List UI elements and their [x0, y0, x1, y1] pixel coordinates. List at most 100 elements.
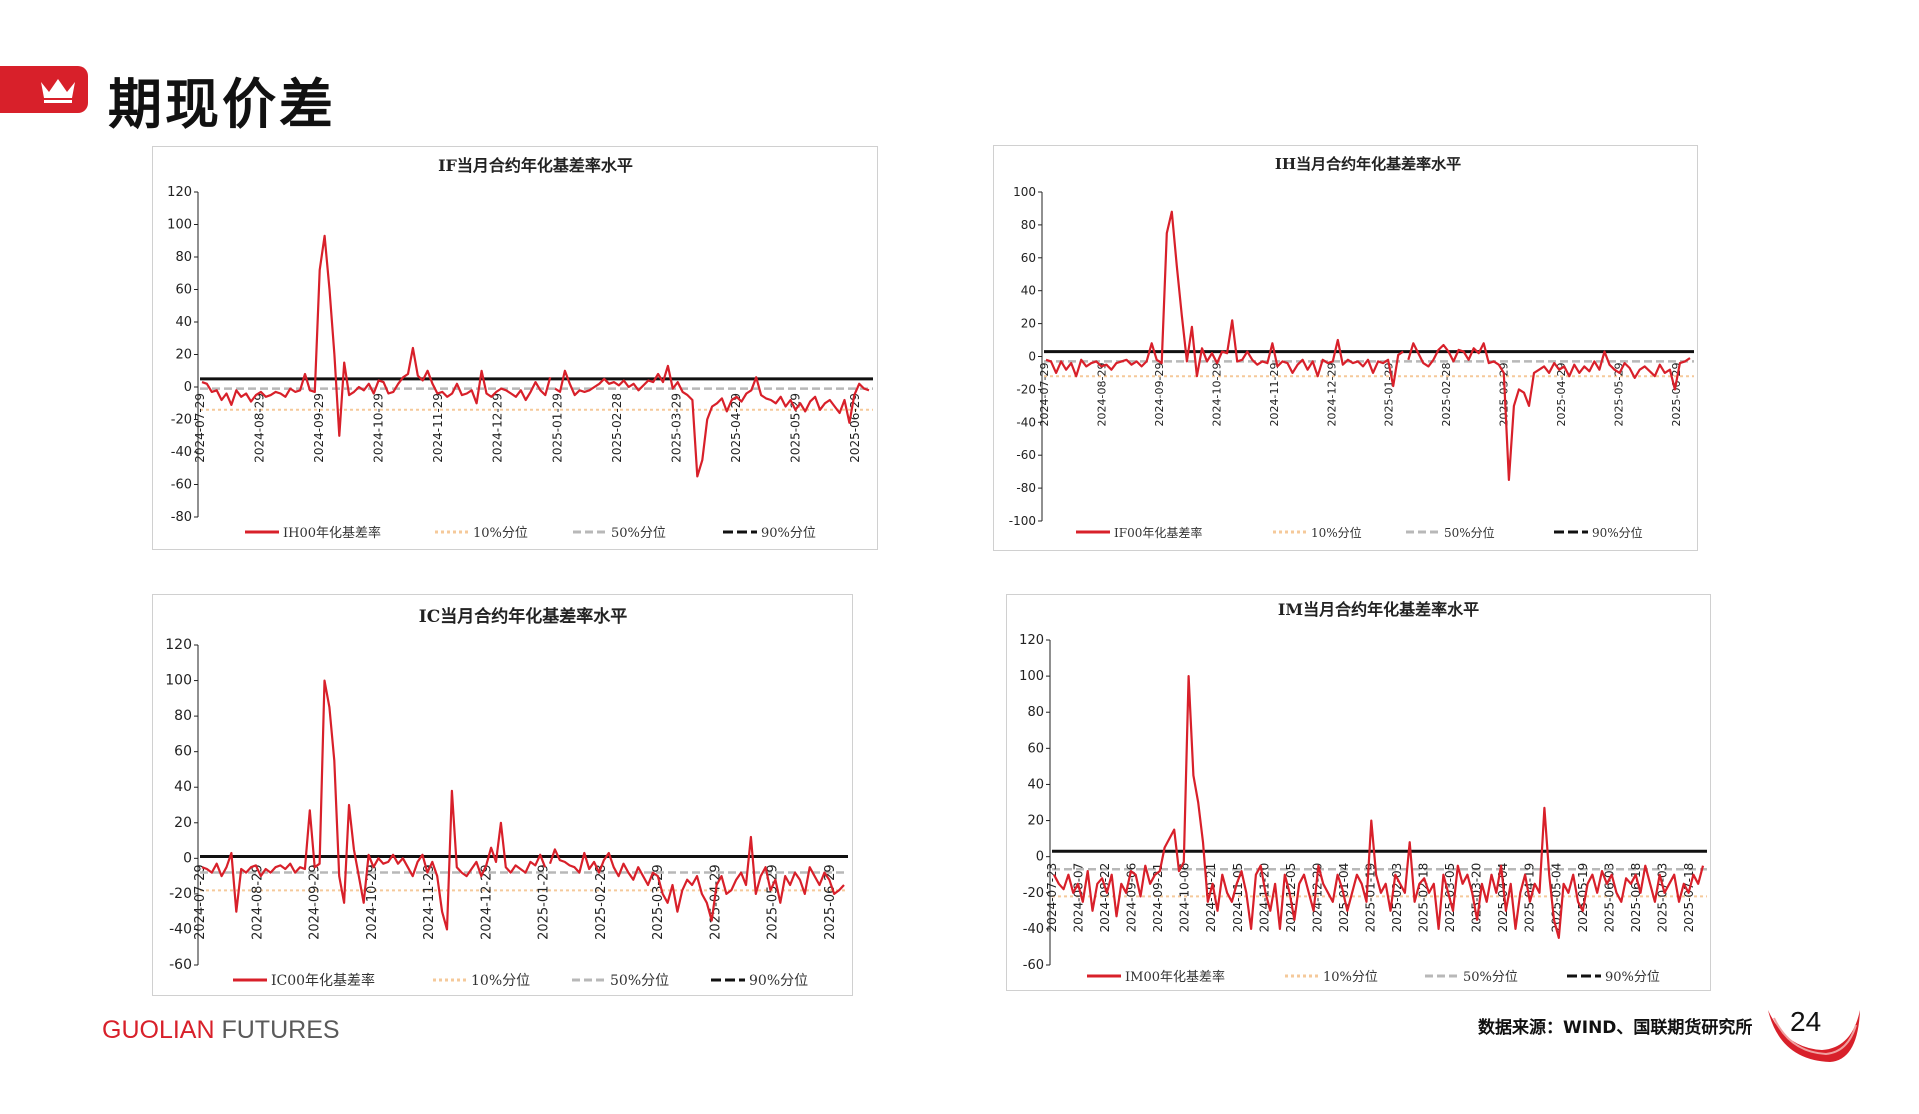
y-tick-label: 100 — [1013, 185, 1036, 199]
x-tick-label: 2025-05-29 — [1613, 363, 1626, 427]
legend-label: 50%分位 — [1444, 525, 1495, 540]
page-title: 期现价差 — [108, 73, 336, 136]
x-tick-label: 2024-10-29 — [1210, 363, 1223, 427]
legend-label: 90%分位 — [749, 973, 808, 989]
x-tick-label: 2024-11-05 — [1231, 863, 1245, 933]
x-tick-label: 2025-05-19 — [1576, 863, 1590, 933]
x-tick-label: 2025-06-29 — [1670, 363, 1683, 427]
legend-label: 90%分位 — [1605, 970, 1660, 985]
chart-title: IM当月合约年化基差率水平 — [1278, 600, 1479, 619]
series-line — [1407, 342, 1691, 481]
crown-icon — [41, 79, 75, 103]
chart-title: IH当月合约年化基差率水平 — [1275, 155, 1461, 173]
chart-panel-ih: IH当月合约年化基差率水平 100 80 60 40 20 0 -20 -40 -60 -80 -10… — [993, 145, 1698, 551]
x-tick-label: 2025-06-18 — [1629, 863, 1643, 933]
y-tick-label: -20 — [171, 413, 192, 428]
x-tick-label: 2025-07-03 — [1655, 863, 1669, 933]
legend-label: IC00年化基差率 — [271, 972, 375, 989]
y-tick-label: -20 — [169, 886, 192, 902]
y-tick-label: -60 — [171, 478, 192, 493]
x-tick-label: 2025-01-29 — [537, 864, 552, 940]
chart-im: IM当月合约年化基差率水平 120 100 80 60 40 20 0 -20 -40 -60 202… — [1019, 600, 1707, 985]
x-tick-label: 2024-07-29 — [193, 864, 208, 940]
data-source-note: 数据来源：WIND、国联期货研究所 — [1478, 1018, 1753, 1038]
chart-title: IC当月合约年化基差率水平 — [419, 606, 627, 627]
y-tick-label: 100 — [167, 218, 192, 233]
page-number: 24 — [1790, 1006, 1822, 1037]
x-tick-label: 2024-11-29 — [431, 393, 445, 463]
legend-label: 10%分位 — [471, 973, 530, 989]
chart-panel-ic: IC当月合约年化基差率水平 120 100 80 60 40 20 0 -20 -40 -60 202… — [152, 594, 853, 996]
legend-label: 50%分位 — [610, 973, 669, 989]
x-tick-label: 2025-01-29 — [1383, 363, 1396, 427]
x-tick-label: 2024-08-07 — [1072, 863, 1086, 933]
y-tick-label: -40 — [171, 445, 192, 460]
x-tick-label: 2024-10-29 — [372, 393, 386, 463]
y-tick-label: 20 — [1021, 317, 1036, 331]
y-tick-label: -40 — [1023, 922, 1044, 937]
legend-label: 10%分位 — [473, 526, 528, 541]
x-tick-label: 2025-05-29 — [788, 393, 802, 463]
x-tick-label: 2024-11-29 — [1268, 363, 1281, 427]
y-tick-label: 60 — [175, 283, 192, 298]
series-line — [201, 679, 547, 931]
x-tick-label: 2025-01-29 — [550, 393, 564, 463]
y-tick-label: -20 — [1016, 382, 1036, 396]
chart-panel-if: IF当月合约年化基差率水平 120 100 80 60 40 20 0 -20 -40 -60 -80… — [152, 146, 878, 550]
legend-label: 10%分位 — [1323, 970, 1378, 985]
x-tick-label: 2025-02-18 — [1417, 863, 1431, 933]
title-accent-bar — [0, 66, 88, 113]
y-tick-label: 0 — [1036, 850, 1044, 865]
x-tick-label: 2024-09-06 — [1125, 863, 1139, 933]
y-tick-label: 20 — [1027, 814, 1044, 829]
x-tick-label: 2025-03-29 — [651, 864, 666, 940]
y-tick-label: 0 — [183, 850, 192, 866]
y-tick-label: 40 — [174, 779, 192, 795]
x-tick-label: 2025-04-29 — [729, 393, 743, 463]
legend-label: 90%分位 — [1592, 525, 1643, 540]
series-line — [1053, 674, 1705, 939]
chart-panel-im: IM当月合约年化基差率水平 120 100 80 60 40 20 0 -20 -40 -60 202… — [1006, 594, 1711, 991]
x-tick-label: 2024-08-29 — [250, 864, 265, 940]
y-tick-label: -100 — [1009, 514, 1036, 528]
x-tick-label: 2025-02-28 — [1440, 363, 1453, 427]
y-tick-label: 120 — [1019, 633, 1044, 648]
chart-title: IF当月合约年化基差率水平 — [438, 156, 633, 175]
y-tick-label: 20 — [174, 815, 192, 831]
chart-ih: IH当月合约年化基差率水平 100 80 60 40 20 0 -20 -40 -60 -80 -10… — [1009, 155, 1694, 540]
x-tick-label: 2024-08-29 — [1095, 363, 1108, 427]
x-tick-label: 2025-02-28 — [594, 864, 609, 940]
y-tick-label: -40 — [1016, 415, 1036, 429]
x-tick-label: 2025-06-29 — [848, 393, 862, 463]
y-tick-label: 80 — [1021, 218, 1036, 232]
brand-name-red: GUOLIAN — [102, 1016, 215, 1044]
x-tick-label: 2024-11-20 — [1257, 863, 1271, 933]
x-tick-label: 2024-07-29 — [193, 393, 207, 463]
x-tick-label: 2024-12-20 — [1310, 863, 1324, 933]
y-tick-label: 80 — [174, 708, 192, 724]
y-tick-label: -60 — [169, 957, 192, 973]
x-tick-label: 2024-09-29 — [308, 864, 323, 940]
y-tick-label: 60 — [1021, 251, 1036, 265]
y-tick-label: 120 — [167, 185, 192, 200]
y-tick-label: -80 — [1016, 481, 1036, 495]
y-tick-label: 40 — [175, 315, 192, 330]
y-tick-label: 0 — [184, 380, 192, 395]
series-line — [1045, 210, 1404, 388]
y-tick-label: -20 — [1023, 886, 1044, 901]
x-tick-label: 2025-03-29 — [669, 393, 683, 463]
y-tick-label: -80 — [171, 510, 192, 525]
y-tick-label: 100 — [1019, 669, 1044, 684]
x-tick-label: 2024-10-06 — [1178, 863, 1192, 933]
y-tick-label: 40 — [1027, 777, 1044, 792]
x-tick-label: 2025-03-20 — [1470, 863, 1484, 933]
x-tick-label: 2024-12-29 — [479, 864, 494, 940]
chart-ic: IC当月合约年化基差率水平 120 100 80 60 40 20 0 -20 -40 -60 202… — [165, 606, 848, 989]
legend-label: IH00年化基差率 — [283, 525, 381, 541]
x-tick-label: 2025-04-29 — [1555, 363, 1568, 427]
x-tick-label: 2024-09-29 — [312, 393, 326, 463]
x-tick-label: 2024-07-23 — [1045, 863, 1059, 933]
chart-if: IF当月合约年化基差率水平 120 100 80 60 40 20 0 -20 -40 -60 -80… — [167, 156, 873, 541]
x-tick-label: 2024-07-29 — [1038, 363, 1051, 427]
legend-label: 10%分位 — [1311, 525, 1362, 540]
